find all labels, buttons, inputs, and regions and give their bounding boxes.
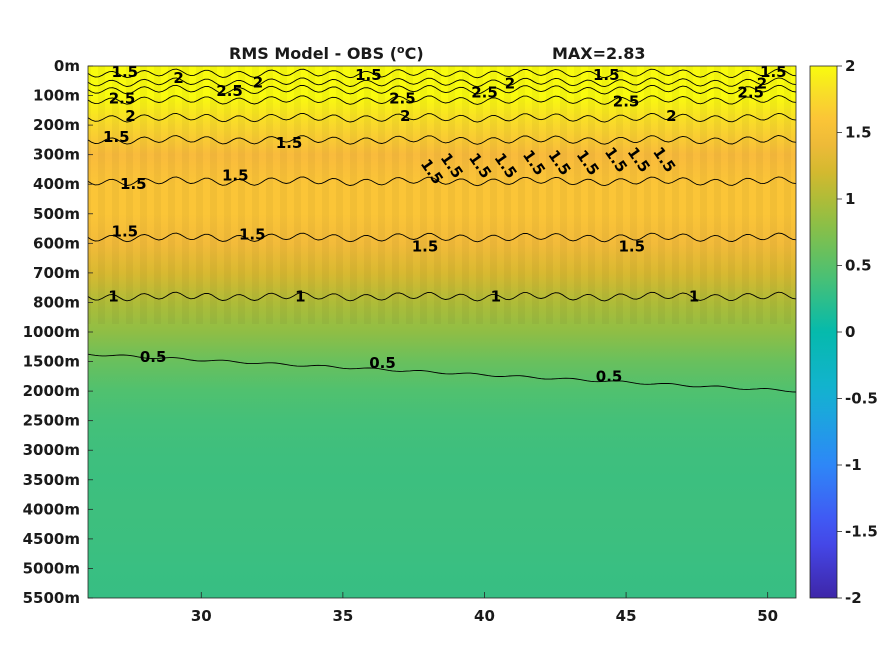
chart-title-unit: C) — [405, 44, 424, 63]
y-tick-label: 800m — [33, 293, 80, 311]
y-tick-label: 0m — [54, 57, 80, 75]
contour-label: 0.5 — [369, 354, 396, 372]
contour-label: 0.5 — [140, 348, 167, 366]
max-value-label: MAX=2.83 — [552, 44, 646, 63]
contour-label: 1.5 — [412, 237, 439, 255]
y-tick-label: 2500m — [23, 412, 80, 430]
colorbar-ramp — [809, 65, 838, 599]
colorbar-tick-label: 1.5 — [845, 124, 872, 142]
contour-label: 2 — [253, 73, 263, 91]
contour-label: 1.5 — [103, 128, 130, 146]
contour-line-1-5 — [87, 135, 797, 145]
contour-label: 1.5 — [618, 237, 645, 255]
contour-label: 0.5 — [596, 367, 623, 385]
contour-label: 1.5 — [222, 166, 249, 184]
contour-line-1-5 — [87, 232, 797, 243]
colorbar-tick-label: -1.5 — [845, 523, 878, 541]
contour-line-1 — [87, 291, 797, 302]
y-tick-label: 200m — [33, 116, 80, 134]
colorbar-tick-label: 2 — [845, 57, 855, 75]
contour-label: 2.5 — [109, 90, 136, 108]
y-tick-label: 1500m — [23, 353, 80, 371]
y-tick-label: 4500m — [23, 530, 80, 548]
contour-label: 1 — [295, 288, 305, 306]
x-tick-label: 35 — [332, 607, 353, 625]
y-tick-label: 600m — [33, 234, 80, 252]
y-tick-label: 400m — [33, 175, 80, 193]
colorbar-ticks: 2 1.5 1 0.5 0 -0.5 -1 -1.5 -2 — [837, 57, 878, 607]
contour-label: 1 — [108, 288, 118, 306]
colorbar-tick-label: -1 — [845, 456, 862, 474]
colorbar-tick-label: -2 — [845, 589, 862, 607]
x-axis: 30 35 40 45 50 — [191, 592, 778, 625]
contour-label: 2.5 — [613, 92, 640, 110]
x-tick-label: 40 — [474, 607, 495, 625]
contour-label: 2 — [757, 75, 767, 93]
x-tick-label: 45 — [616, 607, 637, 625]
y-tick-label: 3000m — [23, 441, 80, 459]
chart-title-degree: o — [397, 43, 405, 56]
contour-label: 1.5 — [355, 66, 382, 84]
contour-label: 2 — [400, 107, 410, 125]
y-tick-label: 4000m — [23, 500, 80, 518]
contour-label: 1.5 — [112, 223, 139, 241]
contour-label: 2 — [666, 107, 676, 125]
contour-label: 2.5 — [216, 82, 243, 100]
contour-line-2 — [87, 77, 797, 88]
colorbar-tick-label: 1 — [845, 190, 855, 208]
chart-title-main: RMS Model - OBS ( — [229, 44, 397, 63]
contour-line-2-5 — [87, 95, 797, 105]
y-tick-label: 1000m — [23, 323, 80, 341]
contour-label: 1.5 — [239, 225, 266, 243]
y-tick-label: 500m — [33, 205, 80, 223]
contour-lines — [87, 68, 797, 393]
contour-label: 1.5 — [760, 63, 787, 81]
contour-label: 2.5 — [737, 84, 764, 102]
chart-title: RMS Model - OBS (oC) — [229, 43, 424, 63]
contour-label: 2 — [125, 107, 135, 125]
field-stripes — [88, 66, 796, 324]
y-tick-label: 5500m — [23, 589, 80, 607]
plot-area: 1.5 22.5 2.5 2 1.52.522.5 2 1.52.521.522.521.5… — [87, 63, 797, 599]
y-tick-label: 700m — [33, 264, 80, 282]
x-tick-label: 50 — [757, 607, 778, 625]
contour-label: 2.5 — [389, 90, 416, 108]
y-tick-label: 300m — [33, 146, 80, 164]
contour-line-0-5 — [87, 353, 797, 393]
contour-label: 2 — [505, 75, 515, 93]
colorbar: 2 1.5 1 0.5 0 -0.5 -1 -1.5 -2 — [809, 57, 878, 607]
contour-label: 1.5 — [276, 134, 303, 152]
contour-label: 2 — [173, 69, 183, 87]
contour-line-2-5 — [87, 84, 797, 95]
contour-label: 1 — [491, 288, 501, 306]
contour-line-1-5 — [87, 176, 797, 187]
x-tick-label: 30 — [191, 607, 212, 625]
contour-label: 1.5 — [120, 175, 147, 193]
contour-line-2 — [87, 112, 797, 123]
contour-label: 1.5 — [593, 66, 620, 84]
contour-label: 2.5 — [471, 84, 498, 102]
y-tick-label: 2000m — [23, 382, 80, 400]
y-tick-label: 3500m — [23, 471, 80, 489]
contour-line-1-5 — [87, 68, 797, 79]
contour-label: 1.5 — [112, 63, 139, 81]
contour-label: 1 — [689, 288, 699, 306]
colorbar-tick-label: -0.5 — [845, 390, 878, 408]
y-axis: 0m 100m 200m 300m 400m 500m 600m 700m 800m 1000m 1… — [23, 57, 93, 607]
y-tick-label: 100m — [33, 87, 80, 105]
y-tick-label: 5000m — [23, 559, 80, 577]
colorbar-tick-label: 0.5 — [845, 257, 872, 275]
colorbar-tick-label: 0 — [845, 323, 855, 341]
